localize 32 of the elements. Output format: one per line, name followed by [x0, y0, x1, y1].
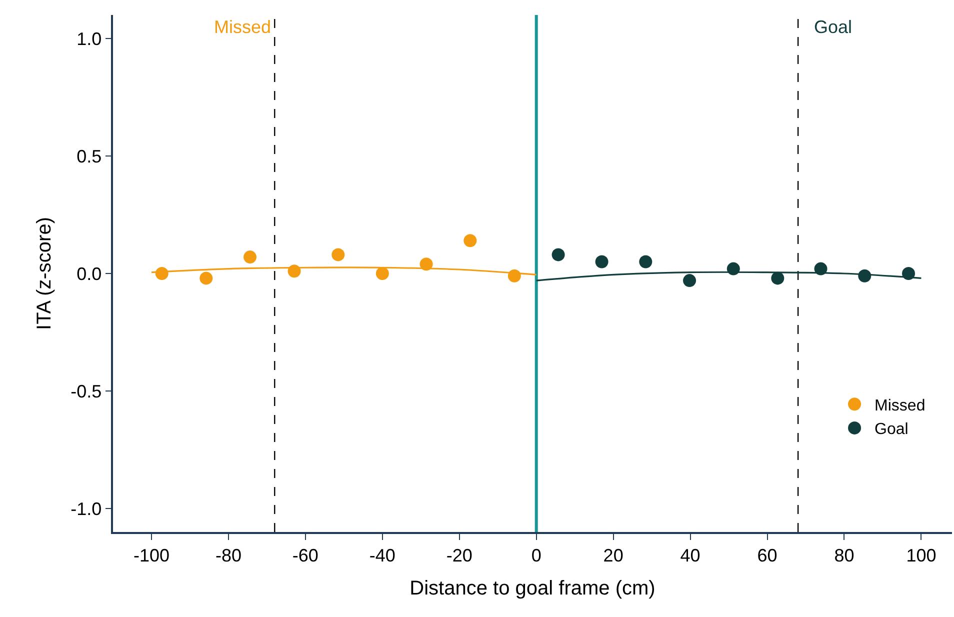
point	[595, 255, 608, 268]
point	[552, 248, 565, 262]
point	[332, 248, 345, 262]
ref-line-label: Goal	[814, 17, 852, 37]
x-tick-label: 60	[757, 545, 778, 566]
point	[683, 274, 696, 288]
x-tick-label: -40	[369, 545, 396, 566]
point	[639, 255, 652, 268]
y-tick-label: -0.5	[70, 381, 102, 402]
x-tick-label: 20	[603, 545, 624, 566]
y-tick-label: 0.0	[76, 264, 102, 284]
x-tick-label: -80	[215, 545, 242, 566]
x-tick-label: -100	[133, 545, 170, 566]
y-tick-label: 1.0	[76, 28, 102, 49]
y-tick-label: 0.5	[76, 146, 102, 166]
point	[200, 272, 213, 285]
point	[771, 272, 784, 285]
point	[464, 234, 477, 248]
legend-label: Goal	[874, 421, 908, 438]
x-tick-label: 0	[531, 545, 542, 566]
y-axis-title: ITA (z-score)	[34, 217, 56, 330]
point	[244, 250, 257, 264]
y-tick-label: -1.0	[70, 498, 102, 519]
x-tick-label: -20	[446, 545, 472, 566]
x-axis-title: Distance to goal frame (cm)	[410, 577, 656, 600]
x-tick-label: 100	[906, 545, 936, 566]
x-tick-label: 80	[834, 545, 854, 566]
x-tick-label: 40	[680, 545, 700, 566]
point	[376, 267, 389, 280]
legend-label: Missed	[874, 397, 926, 414]
ref-line-label: Missed	[214, 17, 272, 37]
x-tick-label: -60	[292, 545, 318, 566]
